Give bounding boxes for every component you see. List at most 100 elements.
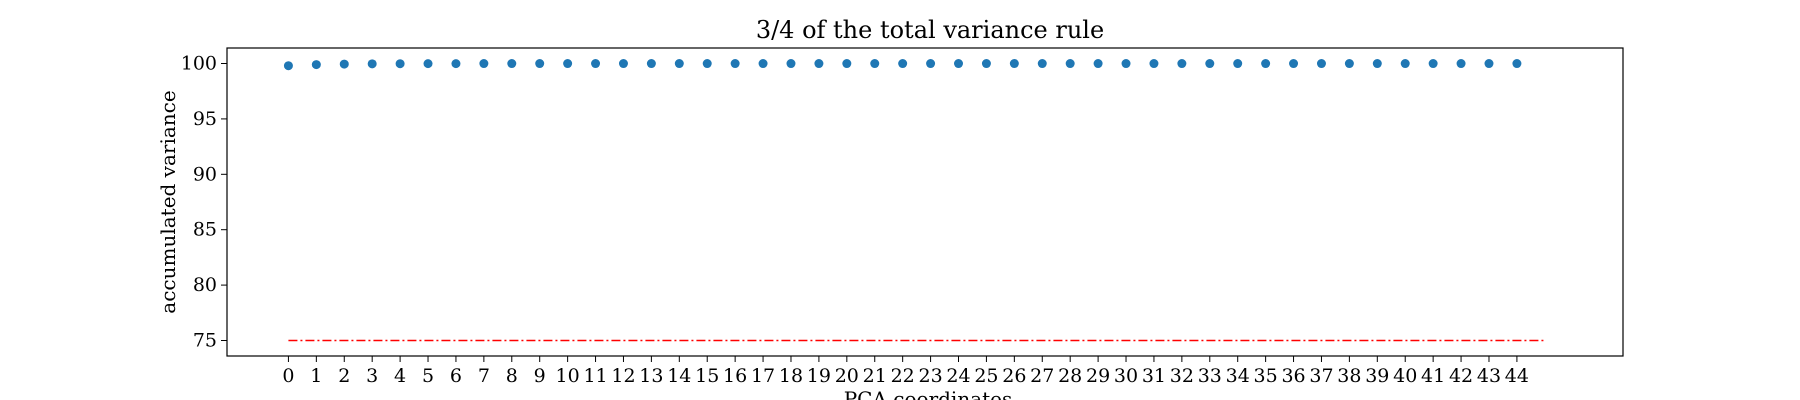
data-point (1316, 59, 1326, 69)
data-point (1400, 59, 1410, 69)
x-tick-label: 28 (1058, 365, 1082, 387)
data-point (1009, 59, 1019, 69)
x-tick-label: 11 (583, 365, 607, 387)
x-tick-label: 36 (1281, 365, 1305, 387)
y-tick-label: 95 (193, 108, 217, 130)
x-tick-label: 7 (478, 365, 490, 387)
data-point (926, 59, 936, 69)
x-tick-label: 20 (835, 365, 859, 387)
data-point (367, 59, 377, 69)
data-point (563, 59, 573, 69)
plot-frame (226, 47, 1624, 357)
data-point (674, 59, 684, 69)
x-tick-label: 38 (1337, 365, 1361, 387)
x-tick-label: 5 (422, 365, 434, 387)
data-point (786, 59, 796, 69)
x-tick-label: 21 (863, 365, 887, 387)
x-tick-label: 15 (695, 365, 719, 387)
x-tick-label: 9 (534, 365, 546, 387)
data-point (814, 59, 824, 69)
x-axis-label: PCA coordinates (844, 387, 1013, 400)
x-tick-label: 30 (1114, 365, 1138, 387)
x-tick-label: 13 (639, 365, 663, 387)
data-point (1233, 59, 1243, 69)
data-point (842, 59, 852, 69)
data-point (1037, 59, 1047, 69)
x-tick-label: 29 (1086, 365, 1110, 387)
y-tick-label: 100 (181, 53, 217, 75)
x-tick-label: 42 (1449, 365, 1473, 387)
x-tick-label: 22 (891, 365, 915, 387)
data-point (730, 59, 740, 69)
data-point (646, 59, 656, 69)
data-point (535, 59, 545, 69)
x-tick-label: 25 (974, 365, 998, 387)
x-tick-label: 8 (506, 365, 518, 387)
chart-title: 3/4 of the total variance rule (756, 16, 1104, 44)
data-point (423, 59, 433, 69)
x-tick-label: 41 (1421, 365, 1445, 387)
data-point (1344, 59, 1354, 69)
data-point (1177, 59, 1187, 69)
x-tick-label: 14 (667, 365, 691, 387)
y-tick-label: 90 (193, 163, 217, 185)
data-point (1205, 59, 1215, 69)
x-tick-label: 19 (807, 365, 831, 387)
y-tick-label: 75 (193, 329, 217, 351)
data-point (618, 59, 628, 69)
x-tick-label: 17 (751, 365, 775, 387)
data-point (758, 59, 768, 69)
data-point (981, 59, 991, 69)
x-tick-label: 43 (1477, 365, 1501, 387)
x-tick-label: 26 (1002, 365, 1026, 387)
data-point (1093, 59, 1103, 69)
x-tick-label: 3 (366, 365, 378, 387)
x-tick-label: 10 (556, 365, 580, 387)
data-point (898, 59, 908, 69)
x-tick-label: 31 (1142, 365, 1166, 387)
data-point (507, 59, 517, 69)
data-point (1065, 59, 1075, 69)
data-point (1372, 59, 1382, 69)
x-tick-label: 16 (723, 365, 747, 387)
x-tick-label: 24 (946, 365, 970, 387)
y-tick-label: 80 (193, 274, 217, 296)
data-point (954, 59, 964, 69)
data-point (591, 59, 601, 69)
x-tick-label: 4 (394, 365, 406, 387)
data-point (1512, 59, 1522, 69)
x-tick-label: 35 (1254, 365, 1278, 387)
x-tick-label: 34 (1226, 365, 1250, 387)
data-point (1121, 59, 1131, 69)
x-tick-label: 23 (918, 365, 942, 387)
x-tick-label: 0 (282, 365, 294, 387)
data-point (395, 59, 405, 69)
x-tick-label: 33 (1198, 365, 1222, 387)
data-point (870, 59, 880, 69)
x-tick-label: 39 (1365, 365, 1389, 387)
data-point (1428, 59, 1438, 69)
x-tick-label: 2 (338, 365, 350, 387)
y-axis-label: accumulated variance (156, 90, 180, 313)
data-point (1149, 59, 1159, 69)
x-tick-label: 1 (310, 365, 322, 387)
data-point (1456, 59, 1466, 69)
x-tick-label: 6 (450, 365, 462, 387)
x-tick-label: 12 (611, 365, 635, 387)
data-point (479, 59, 489, 69)
data-point (1484, 59, 1494, 69)
x-tick-label: 40 (1393, 365, 1417, 387)
data-point (1289, 59, 1299, 69)
data-point (1261, 59, 1271, 69)
x-tick-label: 18 (779, 365, 803, 387)
x-tick-label: 44 (1505, 365, 1529, 387)
x-tick-label: 32 (1170, 365, 1194, 387)
data-point (339, 59, 349, 69)
x-tick-label: 37 (1309, 365, 1333, 387)
data-point (311, 60, 321, 70)
data-point (702, 59, 712, 69)
y-tick-label: 85 (193, 219, 217, 241)
x-tick-label: 27 (1030, 365, 1054, 387)
